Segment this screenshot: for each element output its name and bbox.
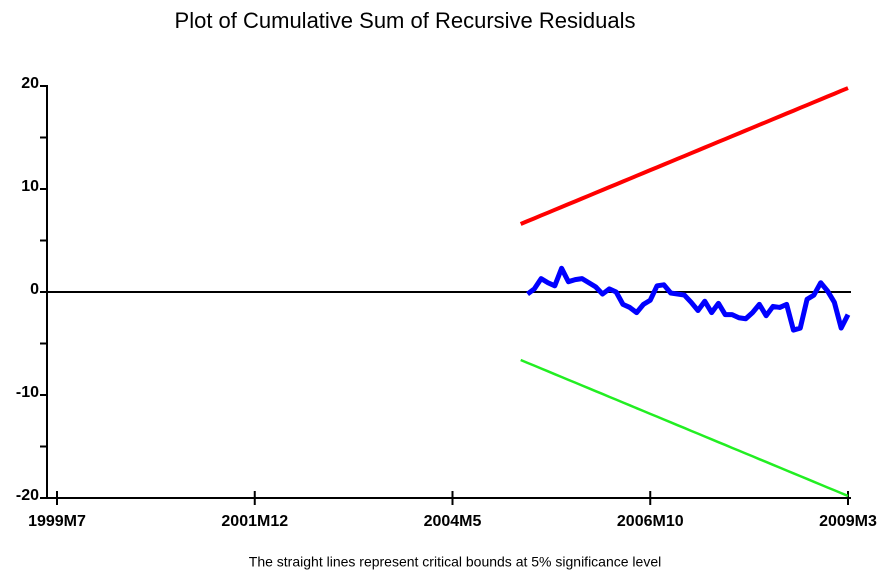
chart-title: Plot of Cumulative Sum of Recursive Resi… bbox=[175, 8, 636, 33]
series-line bbox=[520, 358, 849, 498]
chart-note: The straight lines represent critical bo… bbox=[249, 554, 661, 570]
y-tick-label: 20 bbox=[21, 75, 39, 92]
x-tick-label: 2004M5 bbox=[424, 513, 482, 530]
y-tick-label: 0 bbox=[30, 281, 39, 298]
x-tick-label: 2006M10 bbox=[617, 513, 684, 530]
x-tick-label: 2001M12 bbox=[221, 513, 288, 530]
y-tick-label: -10 bbox=[16, 384, 39, 401]
series-line bbox=[519, 86, 849, 226]
series-line bbox=[526, 265, 851, 333]
x-tick-label: 1999M7 bbox=[28, 513, 86, 530]
y-tick-label: -20 bbox=[16, 487, 39, 504]
x-tick-label: 2009M3 bbox=[819, 513, 877, 530]
y-tick-label: 10 bbox=[21, 178, 39, 195]
